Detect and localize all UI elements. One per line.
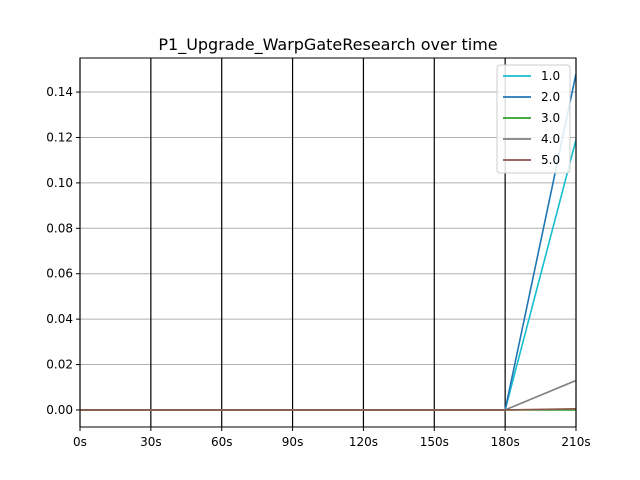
- series-layer: [80, 73, 577, 411]
- x-tick-label: 150s: [420, 435, 449, 449]
- grid-layer: [79, 58, 577, 427]
- y-tick-label: 0.00: [46, 403, 73, 417]
- y-tick-label: 0.06: [46, 267, 73, 281]
- y-tick-label: 0.10: [46, 176, 73, 190]
- chart-title: P1_Upgrade_WarpGateResearch over time: [158, 35, 497, 55]
- y-tick-label: 0.02: [46, 358, 73, 372]
- legend: 1.0 2.0 3.0 4.0 5.0: [496, 64, 571, 174]
- legend-label: 3.0: [541, 111, 560, 125]
- plot-frame: [79, 57, 577, 428]
- x-tick-label: 120s: [349, 435, 378, 449]
- series-line-4-0: [80, 379, 577, 411]
- y-tick-label: 0.14: [46, 85, 73, 99]
- x-tick-label: 0s: [73, 435, 87, 449]
- ticks-layer: 0.00 0.02 0.04 0.06 0.08 0.10 0.12 0.14 0s 30s 60s…: [46, 85, 590, 449]
- legend-label: 5.0: [541, 153, 560, 167]
- y-tick-label: 0.08: [46, 221, 73, 235]
- x-tick-label: 30s: [140, 435, 162, 449]
- series-line-1-0: [80, 139, 577, 411]
- x-tick-label: 210s: [561, 435, 590, 449]
- y-tick-label: 0.04: [46, 312, 73, 326]
- x-tick-label: 90s: [282, 435, 304, 449]
- legend-label: 1.0: [541, 69, 560, 83]
- legend-label: 2.0: [541, 90, 560, 104]
- y-tick-label: 0.12: [46, 130, 73, 144]
- legend-label: 4.0: [541, 132, 560, 146]
- series-line-5-0: [80, 408, 577, 411]
- x-tick-label: 60s: [211, 435, 233, 449]
- x-tick-label: 180s: [491, 435, 520, 449]
- legend-box: [496, 64, 571, 174]
